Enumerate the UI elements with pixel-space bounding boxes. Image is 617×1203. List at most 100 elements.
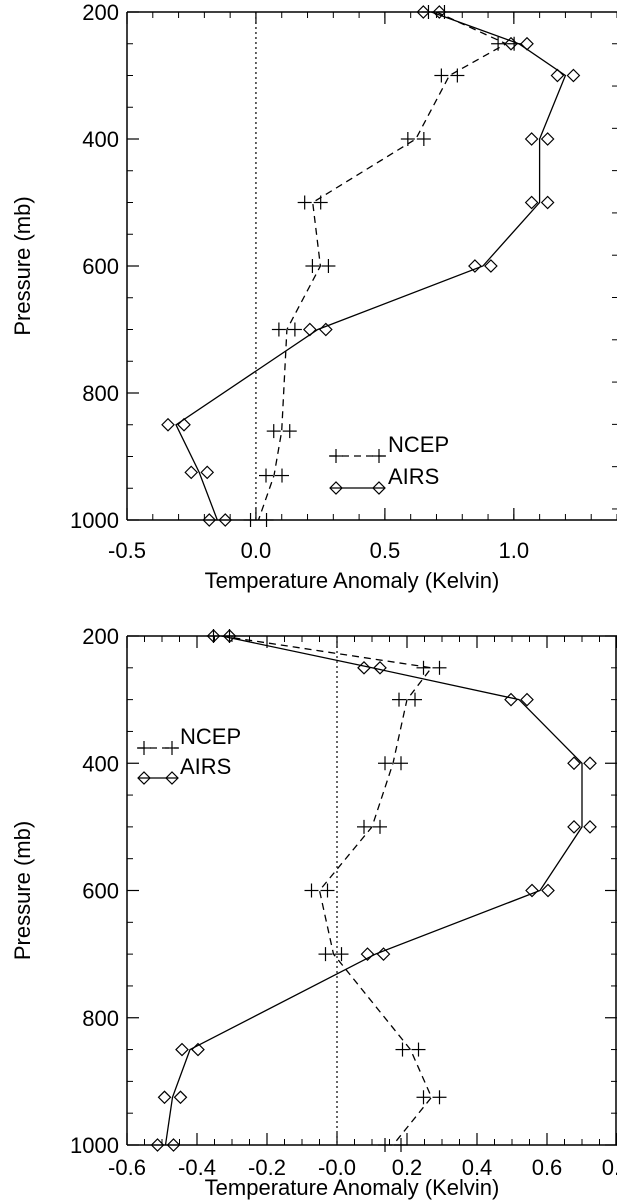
chart-1-diamond-marker: [376, 947, 391, 961]
chart-1-plus-marker: [378, 1138, 392, 1152]
legend-label-airs: AIRS: [180, 754, 231, 779]
chart-1-diamond-marker: [373, 660, 387, 675]
chart-0-plus-marker: [297, 195, 312, 210]
chart-1-diamond-marker: [173, 1090, 188, 1105]
y-tick-label: 600: [82, 254, 119, 279]
legend: NCEP AIRS: [137, 724, 241, 785]
y-tick-label: 1000: [70, 1133, 119, 1158]
chart-1-plus-marker: [416, 1090, 431, 1105]
chart-1-diamond-marker: [525, 883, 539, 898]
chart-0-plus-marker: [275, 468, 289, 483]
chart-1-diamond-marker: [165, 771, 179, 785]
chart-1-plus-marker: [373, 819, 387, 834]
chart-0-diamond-marker: [372, 481, 386, 495]
y-tick-label: 400: [82, 751, 119, 776]
chart-1-plus-marker: [357, 819, 371, 834]
x-tick-label: 0.2: [392, 1155, 423, 1180]
plot-area: [150, 629, 597, 1152]
legend-label-airs: AIRS: [388, 464, 439, 489]
chart-1-plus-marker: [378, 756, 392, 771]
chart-1-plus-marker: [416, 660, 431, 675]
chart-0-plus-marker: [266, 424, 281, 439]
x-axis-title: Temperature Anomaly (Kelvin): [205, 1175, 500, 1200]
chart-0-diamond-marker: [200, 465, 215, 480]
x-tick-label: -0.2: [248, 1155, 286, 1180]
chart-0-plus-marker: [329, 449, 343, 463]
chart-1-diamond-marker: [360, 947, 375, 961]
chart-0-diamond-marker: [329, 481, 343, 495]
chart-0-plus-marker: [450, 68, 465, 83]
chart-1-plus-marker: [320, 883, 335, 898]
x-tick-label: 0.8: [602, 1155, 617, 1180]
chart-1-diamond-marker: [583, 756, 597, 771]
chart-0-plus-marker: [243, 513, 258, 527]
chart-1-plus-marker: [394, 756, 408, 771]
y-tick-label: 1000: [70, 508, 119, 533]
chart-0-plus-marker: [259, 468, 273, 483]
chart-0-diamond-marker: [184, 465, 199, 480]
chart-0-plus-marker: [434, 68, 449, 83]
y-tick-label: 600: [82, 879, 119, 904]
chart-0-diamond-marker: [540, 132, 555, 146]
y-tick-label: 800: [82, 1006, 119, 1031]
chart-1-plus-marker: [318, 947, 333, 962]
y-axis-title: Pressure (mb): [10, 196, 35, 335]
chart-0-diamond-marker: [161, 417, 175, 432]
plot-area: [161, 5, 581, 527]
chart-0-diamond-marker: [416, 5, 431, 19]
legend-label-ncep: NCEP: [180, 724, 241, 749]
chart-1-plus-marker: [137, 741, 151, 755]
chart-1-diamond-marker: [520, 692, 534, 707]
y-axis-title: Pressure (mb): [10, 821, 35, 960]
chart-2: 200 400 600 800 1000-0.6 -0.4 -0.2 -0.0 0.2 0.4 0.…: [10, 624, 617, 1200]
chart-1-diamond-marker: [157, 1090, 172, 1105]
chart-1-plus-marker: [432, 660, 447, 675]
chart-0-diamond-marker: [524, 132, 539, 146]
chart-0-plus-marker: [321, 259, 336, 273]
series-line-ncep: [257, 11, 508, 521]
chart-1-diamond-marker: [541, 883, 555, 898]
chart-1-plus-marker: [411, 1042, 426, 1057]
chart-1-plus-marker: [334, 947, 349, 962]
chart-0-plus-marker: [416, 132, 431, 146]
chart-0-diamond-marker: [550, 68, 565, 83]
chart-1-diamond-marker: [206, 629, 221, 643]
chart-0-diamond-marker: [566, 68, 581, 83]
chart-0-diamond-marker: [468, 259, 482, 273]
chart-0-plus-marker: [271, 322, 286, 337]
chart-1-plus-marker: [392, 692, 406, 707]
chart-0-diamond-marker: [318, 322, 333, 337]
chart-1-plus-marker: [165, 741, 179, 755]
chart-0-diamond-marker: [302, 322, 317, 337]
legend: NCEP AIRS: [329, 432, 449, 495]
chart-0-plus-marker: [491, 36, 506, 51]
chart-1-diamond-marker: [175, 1042, 189, 1057]
chart-1-diamond-marker: [567, 756, 581, 771]
chart-0-diamond-marker: [432, 5, 447, 19]
y-tick-label: 400: [82, 127, 119, 152]
chart-1-plus-marker: [222, 629, 237, 643]
x-tick-label: -0.5: [108, 538, 146, 563]
x-tick-label: -0.0: [318, 1155, 356, 1180]
chart-1-plus-marker: [408, 692, 422, 707]
chart-1-plus-marker: [206, 629, 221, 643]
chart-0-plus-marker: [313, 195, 328, 210]
chart-0-plus-marker: [287, 322, 302, 337]
x-tick-label: 1.0: [499, 538, 530, 563]
series-line-airs: [164, 635, 583, 1146]
chart-1-diamond-marker: [567, 820, 581, 834]
chart-0-plus-marker: [305, 259, 320, 273]
x-tick-label: 0.4: [462, 1155, 493, 1180]
chart-0-diamond-marker: [218, 513, 233, 527]
chart-1: 200 400 600 800 1000 -0.5 0.0 0.5 1.0 Temperature…: [10, 0, 617, 593]
y-tick-label: 200: [82, 624, 119, 649]
chart-1-plus-marker: [432, 1090, 447, 1105]
chart-0-diamond-marker: [484, 259, 498, 273]
chart-0-diamond-marker: [540, 195, 555, 210]
chart-1-diamond-marker: [504, 692, 518, 707]
chart-0-diamond-marker: [524, 195, 539, 210]
chart-0-diamond-marker: [520, 36, 534, 51]
chart-0-diamond-marker: [504, 36, 518, 51]
chart-1-plus-marker: [395, 1042, 410, 1057]
x-tick-label: -0.6: [108, 1155, 146, 1180]
